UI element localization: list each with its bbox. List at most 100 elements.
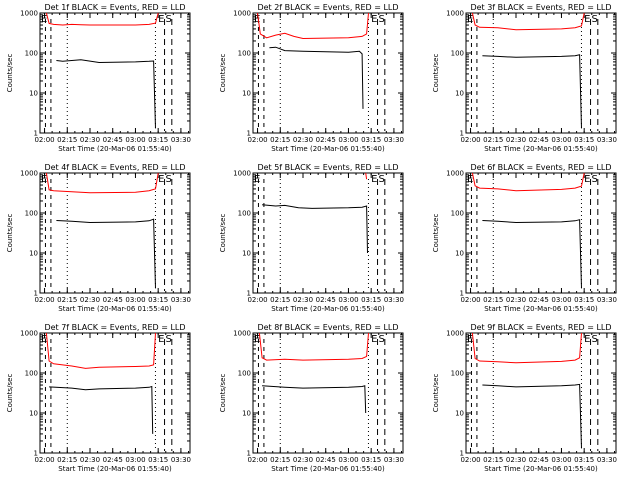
y-axis-label: Counts/sec xyxy=(219,214,227,253)
x-tick-label: 02:15 xyxy=(270,296,290,304)
marker-label: S xyxy=(165,334,171,345)
y-tick-label: 10 xyxy=(29,410,38,418)
series-line-lld xyxy=(258,332,369,361)
x-tick-label: 03:15 xyxy=(574,456,594,464)
marker-label: E xyxy=(467,334,473,345)
panel-det-3: Det 3f BLACK = Events, RED = LLD 1 10 100 10… xyxy=(432,3,617,153)
x-tick-label: 02:45 xyxy=(529,296,549,304)
x-tick-label: 03:15 xyxy=(361,456,381,464)
y-tick-label: 1 xyxy=(460,130,464,138)
x-tick-label: 02:45 xyxy=(103,296,123,304)
y-tick-label: 10 xyxy=(242,410,251,418)
x-tick-label: 02:45 xyxy=(316,136,336,144)
x-tick-label: 03:00 xyxy=(125,296,145,304)
plot-frame xyxy=(39,332,191,454)
series-line-lld xyxy=(45,12,159,26)
y-tick-label: 100 xyxy=(451,50,464,58)
x-tick-label: 02:15 xyxy=(270,136,290,144)
marker-label: E xyxy=(158,14,164,25)
x-tick-label: 03:30 xyxy=(597,296,617,304)
y-tick-label: 100 xyxy=(238,50,251,58)
marker-label: E xyxy=(467,174,473,185)
y-tick-label: 1000 xyxy=(20,10,38,18)
y-tick-label: 10 xyxy=(29,90,38,98)
panel-title: Det 9f BLACK = Events, RED = LLD xyxy=(470,323,611,332)
y-tick-label: 1 xyxy=(460,290,464,298)
y-axis-label: Counts/sec xyxy=(432,54,440,93)
panel-title: Det 8f BLACK = Events, RED = LLD xyxy=(257,323,398,332)
series-line-events xyxy=(482,383,582,449)
x-tick-label: 02:00 xyxy=(460,136,480,144)
series-line-events xyxy=(262,204,368,254)
series-line-lld xyxy=(45,332,156,369)
x-tick-label: 02:45 xyxy=(529,456,549,464)
panel-title: Det 7f BLACK = Events, RED = LLD xyxy=(44,323,185,332)
series-line-events xyxy=(482,54,582,129)
y-axis-label: Counts/sec xyxy=(6,54,14,93)
y-tick-label: 1000 xyxy=(233,170,251,178)
x-tick-label: 03:15 xyxy=(148,456,168,464)
panel-det-2: Det 2f BLACK = Events, RED = LLD 1 10 100 10… xyxy=(219,3,404,153)
x-tick-label: 02:15 xyxy=(270,456,290,464)
marker-label: S xyxy=(378,334,384,345)
y-tick-label: 10 xyxy=(455,410,464,418)
marker-label: S xyxy=(591,174,597,185)
x-tick-label: 02:30 xyxy=(506,136,526,144)
y-tick-label: 100 xyxy=(238,210,251,218)
x-tick-label: 02:15 xyxy=(57,136,77,144)
y-tick-label: 1000 xyxy=(233,10,251,18)
plot-frame xyxy=(465,172,617,294)
x-tick-label: 02:45 xyxy=(103,136,123,144)
marker-label: E xyxy=(158,174,164,185)
panel-det-1: Det 1f BLACK = Events, RED = LLD 1 10 100 10… xyxy=(6,3,191,153)
panel-det-8: Det 8f BLACK = Events, RED = LLD 1 10 100 10… xyxy=(219,323,404,473)
y-axis-label: Counts/sec xyxy=(432,214,440,253)
y-tick-label: 100 xyxy=(25,370,38,378)
plot-frame xyxy=(252,12,404,134)
plot-frame xyxy=(465,12,617,134)
y-tick-label: 100 xyxy=(25,50,38,58)
panel-det-4: Det 4f BLACK = Events, RED = LLD 1 10 100 10… xyxy=(6,163,191,313)
y-tick-label: 100 xyxy=(451,370,464,378)
marker-label: E xyxy=(41,174,47,185)
y-axis-label: Counts/sec xyxy=(219,54,227,93)
y-axis-label: Counts/sec xyxy=(219,374,227,413)
x-tick-label: 03:30 xyxy=(384,296,404,304)
series-line-events xyxy=(269,46,364,109)
x-tick-label: 02:00 xyxy=(34,456,54,464)
panel-title: Det 5f BLACK = Events, RED = LLD xyxy=(257,163,398,172)
x-tick-label: 02:45 xyxy=(316,296,336,304)
marker-label: E xyxy=(254,334,260,345)
x-tick-label: 02:30 xyxy=(80,136,100,144)
x-tick-label: 02:45 xyxy=(529,136,549,144)
panel-title: Det 6f BLACK = Events, RED = LLD xyxy=(470,163,611,172)
x-tick-label: 03:15 xyxy=(148,296,168,304)
marker-label: S xyxy=(165,14,171,25)
x-tick-label: 02:15 xyxy=(483,296,503,304)
y-tick-label: 10 xyxy=(242,90,251,98)
x-axis-label: Start Time (20-Mar-06 01:55:40) xyxy=(58,145,172,153)
x-tick-label: 03:00 xyxy=(551,456,571,464)
x-tick-label: 02:30 xyxy=(506,456,526,464)
y-tick-label: 1000 xyxy=(20,170,38,178)
y-tick-label: 1 xyxy=(247,130,251,138)
y-tick-label: 10 xyxy=(455,250,464,258)
x-tick-label: 02:00 xyxy=(247,296,267,304)
y-tick-label: 1000 xyxy=(446,10,464,18)
y-tick-label: 100 xyxy=(238,370,251,378)
x-tick-label: 03:15 xyxy=(574,136,594,144)
panel-det-5: Det 5f BLACK = Events, RED = LLD 1 10 100 10… xyxy=(219,163,404,313)
x-tick-label: 03:30 xyxy=(384,456,404,464)
series-line-lld xyxy=(257,12,369,40)
x-axis-label: Start Time (20-Mar-06 01:55:40) xyxy=(484,305,598,313)
y-tick-label: 1 xyxy=(34,290,38,298)
panel-title: Det 4f BLACK = Events, RED = LLD xyxy=(44,163,185,172)
x-tick-label: 03:15 xyxy=(361,136,381,144)
x-tick-label: 02:00 xyxy=(247,136,267,144)
y-tick-label: 1000 xyxy=(446,170,464,178)
y-axis-label: Counts/sec xyxy=(6,214,14,253)
x-tick-label: 02:30 xyxy=(293,296,313,304)
marker-label: E xyxy=(158,334,164,345)
y-tick-label: 1 xyxy=(34,450,38,458)
